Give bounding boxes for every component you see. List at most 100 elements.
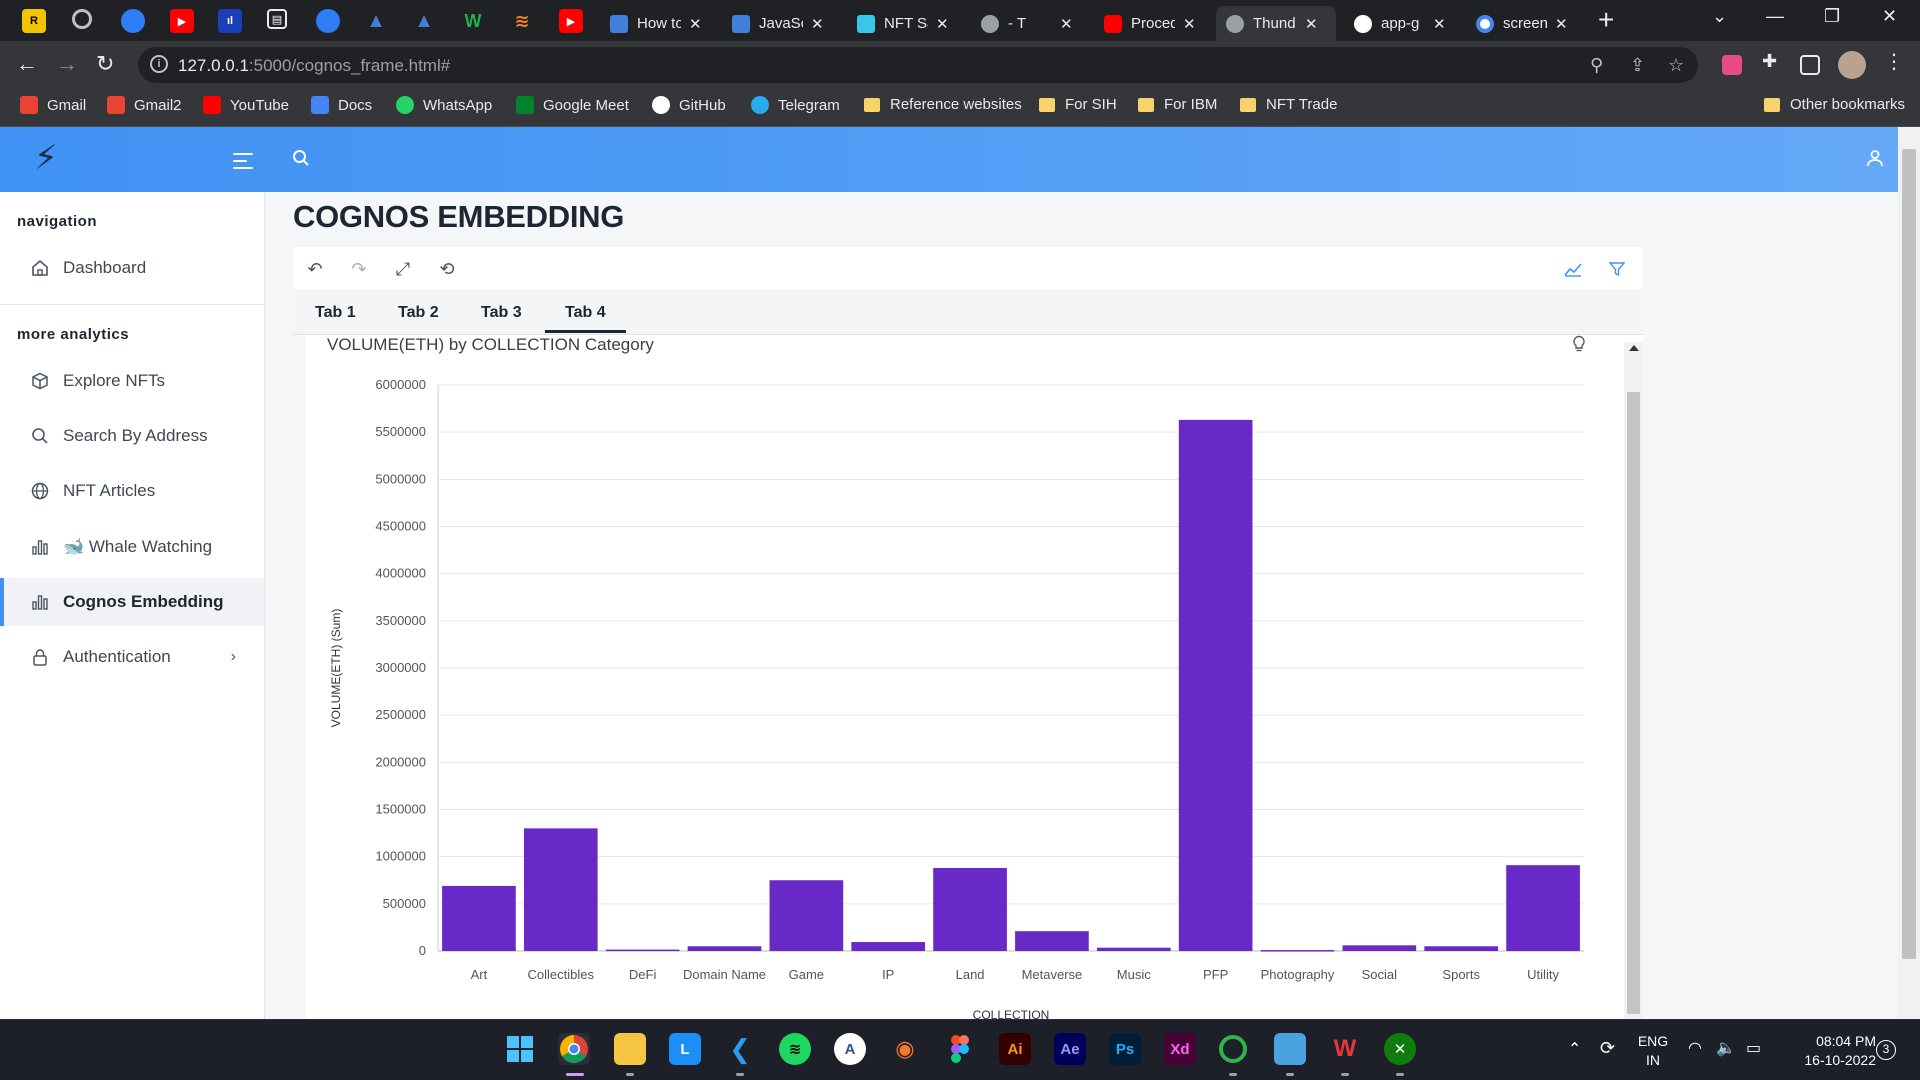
tab-1[interactable]: Tab 1 [315, 304, 356, 321]
lightning-logo-icon[interactable]: ⚡ [34, 139, 58, 177]
bookmark-folder[interactable]: Reference websites [864, 96, 1022, 113]
reload-icon[interactable]: ↻ [96, 51, 115, 76]
insight-bulb-icon[interactable] [1572, 335, 1586, 353]
browser-tab[interactable]: - T ✕ [971, 6, 1081, 41]
sidebar-item-whale-watching[interactable]: 🐋 Whale Watching [0, 523, 264, 571]
redo-icon[interactable]: ↷ [351, 258, 367, 279]
illustrator-icon[interactable]: Ai [999, 1033, 1031, 1065]
pinned-tab-icon[interactable]: ▤ [267, 9, 287, 29]
scroll-up-icon[interactable] [1629, 345, 1639, 351]
sync-icon[interactable]: ⟳ [1600, 1038, 1616, 1058]
close-window-icon[interactable]: ✕ [1882, 6, 1898, 26]
file-explorer-icon[interactable] [614, 1033, 646, 1065]
filter-icon[interactable] [1605, 257, 1629, 281]
bookmark-youtube[interactable]: YouTube [203, 96, 289, 114]
bookmark-github[interactable]: GitHub [652, 96, 726, 114]
pinned-tab-icon[interactable]: ▶ [170, 9, 194, 33]
reset-icon[interactable]: ⟲ [439, 258, 455, 279]
visualization-icon[interactable] [1561, 257, 1585, 281]
restore-icon[interactable]: ❐ [1824, 6, 1841, 26]
browser-tab-active[interactable]: Thund ✕ [1216, 6, 1336, 41]
bookmark-gmail2[interactable]: Gmail2 [107, 96, 182, 114]
tab-3[interactable]: Tab 3 [481, 304, 522, 321]
pinned-tab-icon[interactable]: ▲ [366, 9, 386, 32]
browser-tab[interactable]: JavaSc ✕ [722, 6, 832, 41]
sidebar-item-dashboard[interactable]: Dashboard [0, 244, 264, 292]
sidebar-item-authentication[interactable]: Authentication › [0, 633, 264, 681]
pinned-tab-icon[interactable]: R [22, 9, 46, 33]
chart-scrollbar[interactable] [1624, 342, 1643, 1019]
tab-close-icon[interactable]: ✕ [811, 15, 824, 33]
volume-icon[interactable]: 🔈 [1716, 1040, 1736, 1057]
sidebar-item-nft-articles[interactable]: NFT Articles [0, 467, 264, 515]
chart-scroll-thumb[interactable] [1627, 392, 1640, 1014]
pinned-tab-icon[interactable] [316, 9, 340, 33]
pinned-tab-icon[interactable]: ≋ [514, 10, 530, 31]
share-icon[interactable]: ⇪ [1630, 55, 1646, 75]
windows-start-icon[interactable] [504, 1033, 536, 1065]
address-bar[interactable]: i 127.0.0.1:5000/cognos_frame.html# ⚲ ⇪ … [138, 47, 1698, 83]
bookmark-google-meet[interactable]: Google Meet [516, 96, 629, 114]
battery-icon[interactable]: ▭ [1746, 1040, 1762, 1057]
expand-icon[interactable]: ⤢ [395, 258, 411, 279]
extension-icon[interactable] [1722, 55, 1742, 75]
tray-chevron-icon[interactable]: ⌃ [1568, 1041, 1582, 1058]
search-icon[interactable] [292, 149, 310, 167]
bookmark-folder[interactable]: NFT Trade [1240, 96, 1337, 113]
back-icon[interactable]: ← [16, 51, 38, 76]
browser-tab[interactable]: screen ✕ [1466, 6, 1576, 41]
blender-icon[interactable]: ◉ [895, 1036, 915, 1061]
pinned-tab-icon[interactable]: ▲ [414, 9, 434, 32]
figma-icon[interactable] [944, 1033, 976, 1065]
bookmark-folder[interactable]: For IBM [1138, 96, 1217, 113]
undo-icon[interactable]: ↶ [307, 258, 323, 279]
notification-badge[interactable]: 3 [1876, 1040, 1896, 1060]
bookmark-whatsapp[interactable]: WhatsApp [396, 96, 492, 114]
after-effects-icon[interactable]: Ae [1054, 1033, 1086, 1065]
loading-app-icon[interactable] [1219, 1035, 1247, 1063]
browser-tab[interactable]: NFT Sa ✕ [847, 6, 957, 41]
tab-close-icon[interactable]: ✕ [689, 15, 702, 33]
pinned-tab-icon[interactable]: ▶ [559, 9, 583, 33]
browser-tab[interactable]: Proced ✕ [1094, 6, 1204, 41]
minimize-icon[interactable]: — [1766, 6, 1784, 26]
bookmark-folder[interactable]: For SIH [1039, 96, 1117, 113]
page-scroll-thumb[interactable] [1902, 149, 1916, 959]
lens-icon[interactable]: L [669, 1033, 701, 1065]
menu-toggle-icon[interactable] [233, 153, 253, 174]
photoshop-icon[interactable]: Ps [1109, 1033, 1141, 1065]
spotify-icon[interactable]: ≋ [779, 1033, 811, 1065]
profile-avatar[interactable] [1838, 51, 1866, 79]
pinned-tab-icon[interactable] [72, 9, 92, 29]
language-indicator[interactable]: ENG IN [1636, 1032, 1670, 1070]
tab-search-chevron-icon[interactable]: ⌄ [1712, 6, 1728, 26]
pinned-tab-icon[interactable] [121, 9, 145, 33]
page-scrollbar[interactable] [1898, 127, 1920, 1019]
xbox-icon[interactable]: ✕ [1384, 1033, 1416, 1065]
extensions-puzzle-icon[interactable]: ✚ [1762, 51, 1778, 71]
bookmark-other[interactable]: Other bookmarks [1764, 96, 1905, 113]
tab-4[interactable]: Tab 4 [545, 304, 626, 333]
sidebar-item-search-by-address[interactable]: Search By Address [0, 412, 264, 460]
pinned-tab-icon[interactable]: W [464, 10, 482, 31]
forward-icon[interactable]: → [56, 51, 78, 76]
bookmark-star-icon[interactable]: ☆ [1668, 55, 1685, 75]
xd-icon[interactable]: Xd [1164, 1033, 1196, 1065]
tab-close-icon[interactable]: ✕ [1433, 15, 1446, 33]
url-text[interactable]: 127.0.0.1:5000/cognos_frame.html# [178, 56, 450, 76]
notepad-icon[interactable] [1274, 1033, 1306, 1065]
sidebar-item-explore-nfts[interactable]: Explore NFTs [0, 357, 264, 405]
new-tab-icon[interactable]: + [1598, 4, 1615, 35]
clock[interactable]: 08:04 PM 16-10-2022 [1780, 1032, 1876, 1070]
tab-close-icon[interactable]: ✕ [1555, 15, 1568, 33]
chrome-icon[interactable] [558, 1033, 590, 1065]
bookmark-docs[interactable]: Docs [311, 96, 372, 114]
vscode-icon[interactable]: ❮ [729, 1033, 751, 1064]
site-info-icon[interactable]: i [150, 55, 168, 73]
browser-tab[interactable]: How to ✕ [600, 6, 710, 41]
side-panel-icon[interactable] [1800, 55, 1820, 75]
sidebar-item-cognos-embedding[interactable]: Cognos Embedding [0, 578, 264, 626]
wps-icon[interactable]: W [1333, 1035, 1357, 1062]
browser-tab[interactable]: app-g ✕ [1344, 6, 1454, 41]
bookmark-gmail[interactable]: Gmail [20, 96, 86, 114]
